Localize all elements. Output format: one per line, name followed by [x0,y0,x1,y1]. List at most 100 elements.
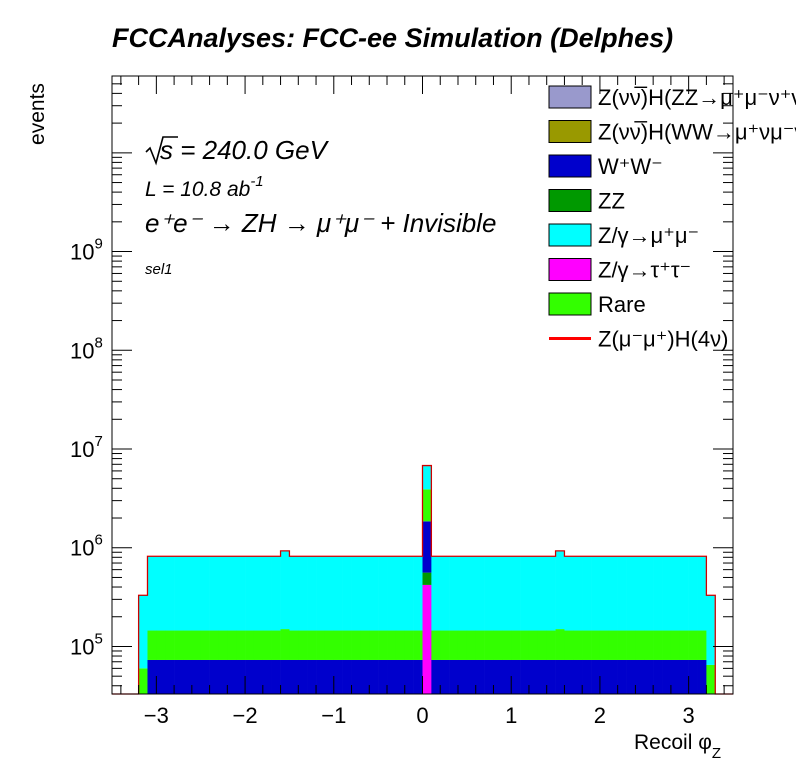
bar-mumu [582,556,592,631]
bar-rare [466,630,477,660]
bar-rare [475,630,485,660]
bar-ww [342,659,352,694]
bar-rare [617,630,627,660]
bar-rare [182,630,193,660]
bar-ww [626,659,636,694]
bar-mumu [484,556,494,631]
bar-rare [626,630,636,660]
bar-rare [342,630,352,660]
bar-mumu [626,556,636,631]
bar-rare [316,630,326,660]
bar-ww [431,659,441,694]
bar-mumu [280,550,290,630]
legend-label: Rare [598,292,646,317]
bar-mumu [564,556,574,631]
y-tick-label: 105 [70,630,103,659]
bar-ww [218,659,228,694]
bar-rare [147,630,157,660]
y-axis: 105 106 107 108 109 [70,75,733,687]
bar-ww [670,659,681,694]
bar-mumu [449,556,459,631]
bar-mumu [209,556,219,631]
legend-entry: Rare [548,292,646,317]
x-tick-label: −1 [321,703,346,728]
x-axis-label: Recoil φZ [634,731,721,762]
bar-ww [662,659,672,694]
bar-ww [174,659,184,694]
bar-rare [138,668,148,694]
bar-mumu [378,556,388,631]
bar-rare [307,630,317,660]
bar-ww [688,659,698,694]
legend-swatch [548,85,592,109]
bar-rare [502,630,512,660]
bar-ww [147,659,157,694]
annotation-sqrt-s: s = 240.0 GeV [145,135,330,166]
bar-ww [245,659,255,694]
bar-mumu [360,556,370,631]
bar-mumu [679,556,689,631]
bar-rare [484,630,494,660]
bar-mumu [182,556,193,631]
bar-ww [413,659,423,694]
bar-ww [191,659,202,694]
bar-rare [493,630,503,660]
bar-mumu [289,556,299,631]
bar-mumu [466,556,477,631]
bar-mumu [555,550,565,630]
chart-title: FCCAnalyses: FCC-ee Simulation (Delphes) [112,23,673,53]
bar-rare [564,630,574,660]
bar-mumu [200,556,210,631]
annotation-lumi: L = 10.8 ab-1 [145,173,264,201]
bar-mumu [528,556,539,631]
bar-mumu [520,556,530,631]
bar-ww [253,659,264,694]
bar-rare [289,630,299,660]
bar-ww [582,659,592,694]
bar-mumu [404,556,414,631]
legend-swatch [548,189,592,212]
bar-mumu [191,556,202,631]
bar-rare [200,630,210,660]
bar-mumu [422,465,432,490]
bar-ww [351,659,361,694]
y-tick-label: 106 [70,532,103,561]
bar-mumu [342,556,352,631]
bar-ww [262,659,272,694]
bar-ww [520,659,530,694]
bar-mumu [307,556,317,631]
bar-ww [271,659,281,694]
bar-rare [324,630,335,660]
bar-ww [387,659,397,694]
bar-rare [156,630,166,660]
bar-ww [440,659,450,694]
bar-ww [156,659,166,694]
bar-ww [280,659,290,694]
bar-rare [662,630,672,660]
bar-rare [582,630,592,660]
bar-rare [546,630,556,660]
bar-ww [502,659,512,694]
bar-mumu [688,556,698,631]
bar-rare [413,630,423,660]
bar-mumu [413,556,423,631]
x-tick-label: 2 [594,703,606,728]
sqrt-s-symbol: s [160,135,173,165]
bar-rare [174,630,184,660]
y-tick-label: 107 [70,433,103,462]
bar-ww [449,659,459,694]
bar-mumu [138,595,148,669]
bar-rare [573,630,583,660]
bar-rare [165,630,175,660]
bar-mumu [227,556,237,631]
bar-rare [360,630,370,660]
bar-ww [395,659,406,694]
bar-ww [307,659,317,694]
bar-rare [599,630,610,660]
bar-rare [191,630,202,660]
bar-mumu [457,556,468,631]
bar-rare [431,630,441,660]
bar-rare [227,630,237,660]
bar-mumu [653,556,663,631]
